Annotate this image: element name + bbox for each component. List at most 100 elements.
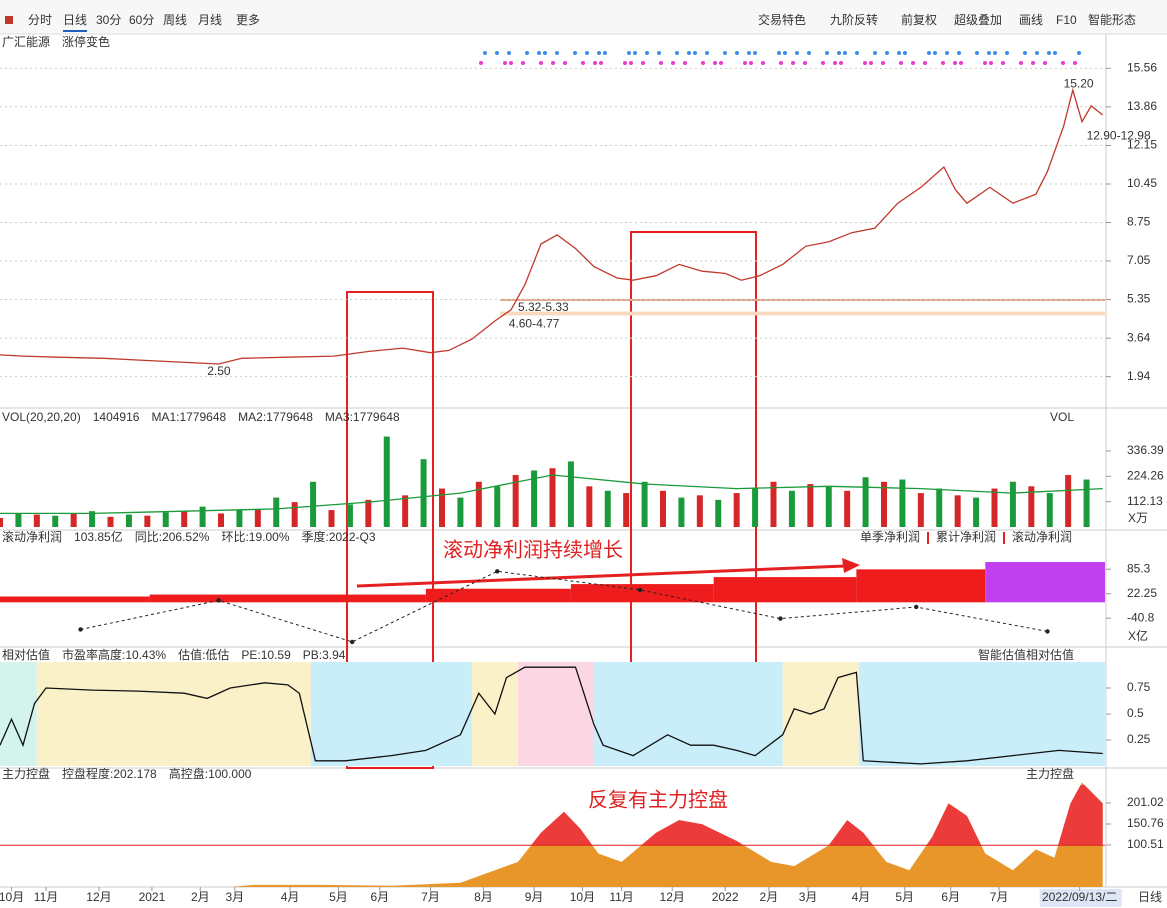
- signal-dot: [855, 51, 859, 55]
- y-tick-label: -40.8: [1127, 610, 1155, 624]
- signal-dot: [503, 61, 507, 65]
- series-point: [778, 616, 783, 621]
- signal-dot: [743, 61, 747, 65]
- volume-bar: [623, 493, 630, 527]
- signal-dot: [881, 61, 885, 65]
- signal-dot: [551, 61, 555, 65]
- signal-dot: [749, 61, 753, 65]
- volume-bar: [752, 488, 759, 527]
- signal-dot: [479, 61, 483, 65]
- signal-dot: [863, 61, 867, 65]
- y-tick-label: 7.05: [1127, 253, 1151, 267]
- y-tick-label: 3.64: [1127, 330, 1151, 344]
- signal-dot: [945, 51, 949, 55]
- toolbar-button[interactable]: 更多: [236, 13, 260, 27]
- x-tick-label: 9月: [525, 890, 544, 904]
- toolbar-button[interactable]: 超级叠加: [954, 12, 1002, 27]
- volume-bar: [1065, 474, 1072, 527]
- volume-bar: [236, 510, 243, 527]
- volume-bar: [954, 495, 961, 527]
- volume-bar: [494, 486, 501, 527]
- toolbar-button[interactable]: 智能形态: [1088, 12, 1136, 27]
- signal-dot: [923, 61, 927, 65]
- signal-dot: [791, 61, 795, 65]
- x-tick-label: 12月: [86, 890, 111, 904]
- panel-header: 市盈率高度:10.43%: [62, 647, 166, 662]
- toolbar-button[interactable]: 60分: [129, 13, 154, 27]
- annotation: 反复有主力控盘: [588, 788, 728, 811]
- signal-dot: [1061, 61, 1065, 65]
- signal-dot: [627, 51, 631, 55]
- signal-dot: [683, 61, 687, 65]
- signal-dot: [783, 51, 787, 55]
- signal-dot: [747, 51, 751, 55]
- signal-dot: [927, 51, 931, 55]
- volume-bar: [402, 495, 409, 527]
- y-tick-label: 10.45: [1127, 176, 1157, 190]
- signal-dot: [645, 51, 649, 55]
- signal-dot: [633, 51, 637, 55]
- profit-step: [0, 596, 150, 603]
- toolbar-button[interactable]: 周线: [163, 13, 187, 27]
- signal-dot: [1023, 51, 1027, 55]
- toolbar-button[interactable]: 月线: [198, 13, 222, 27]
- x-tick-label: 6月: [371, 890, 390, 904]
- toolbar-button[interactable]: 九阶反转: [830, 12, 878, 27]
- signal-dot: [843, 51, 847, 55]
- signal-dot: [599, 61, 603, 65]
- volume-bar: [991, 488, 998, 527]
- panel-header: PE:10.59: [241, 648, 291, 662]
- valuation-band: [782, 662, 859, 766]
- signal-dot: [659, 61, 663, 65]
- series-point: [350, 639, 355, 645]
- x-tick-label: 4月: [852, 890, 871, 904]
- signal-dot: [543, 51, 547, 55]
- signal-dot: [897, 51, 901, 55]
- y-tick-label: 8.75: [1127, 215, 1151, 229]
- volume-bar: [1083, 479, 1090, 527]
- signal-dot: [687, 51, 691, 55]
- control-area-high: [531, 785, 1103, 846]
- x-tick-label: 7月: [990, 890, 1009, 904]
- signal-dot: [539, 61, 543, 65]
- toolbar-button[interactable]: 分时: [28, 13, 52, 27]
- signal-dot: [953, 61, 957, 65]
- volume-bar: [162, 512, 169, 527]
- volume-bar: [15, 513, 22, 527]
- signal-dot: [735, 51, 739, 55]
- signal-dot: [761, 61, 765, 65]
- volume-bar: [52, 515, 59, 527]
- signal-dot: [495, 51, 499, 55]
- signal-dot: [833, 61, 837, 65]
- profit-step: [149, 594, 426, 603]
- panel-header: 估值:低估: [178, 647, 229, 662]
- volume-bar: [310, 481, 317, 527]
- toolbar-button[interactable]: 前复权: [901, 12, 937, 27]
- series-point: [914, 604, 919, 610]
- signal-dot: [623, 61, 627, 65]
- signal-dot: [821, 61, 825, 65]
- legend-item: 累计净利润: [936, 530, 996, 544]
- volume-bar: [420, 459, 427, 527]
- price-zone: [500, 298, 1105, 301]
- volume-bar: [1046, 493, 1053, 527]
- toolbar-button[interactable]: 日线: [63, 13, 87, 27]
- y-tick-label: 150.76: [1127, 816, 1164, 830]
- panel-header: MA1:1779648: [151, 410, 226, 424]
- signal-dot: [581, 61, 585, 65]
- signal-dot: [941, 61, 945, 65]
- toolbar-button[interactable]: F10: [1056, 13, 1077, 27]
- valuation-band: [858, 662, 1105, 766]
- series-point: [216, 598, 221, 603]
- signal-dot: [719, 61, 723, 65]
- volume-bar: [107, 516, 114, 527]
- y-tick-label: 12.15: [1127, 138, 1157, 152]
- signal-dot: [629, 61, 633, 65]
- toolbar-button[interactable]: 交易特色: [758, 12, 806, 27]
- signal-dot: [983, 61, 987, 65]
- toolbar-button[interactable]: 30分: [96, 13, 121, 27]
- price-zone: [500, 311, 1105, 316]
- trend-arrow: [356, 558, 860, 588]
- toolbar-button[interactable]: 画线: [1019, 13, 1043, 27]
- signal-dot: [705, 51, 709, 55]
